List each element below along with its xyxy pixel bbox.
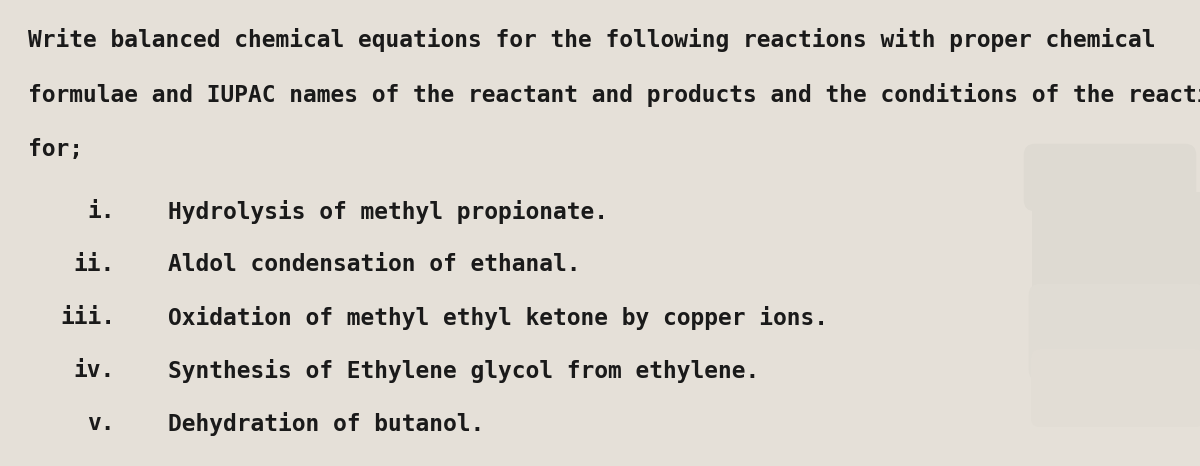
Text: Dehydration of butanol.: Dehydration of butanol. (168, 412, 485, 436)
Text: Aldol condensation of ethanal.: Aldol condensation of ethanal. (168, 253, 581, 276)
Text: Oxidation of methyl ethyl ketone by copper ions.: Oxidation of methyl ethyl ketone by copp… (168, 306, 828, 330)
FancyBboxPatch shape (1028, 284, 1200, 381)
Text: v.: v. (88, 412, 115, 435)
FancyBboxPatch shape (1032, 192, 1200, 348)
Text: i.: i. (88, 200, 115, 223)
Text: Synthesis of Ethylene glycol from ethylene.: Synthesis of Ethylene glycol from ethyle… (168, 359, 760, 383)
Text: for;: for; (28, 138, 83, 161)
Text: Hydrolysis of methyl propionate.: Hydrolysis of methyl propionate. (168, 200, 608, 224)
FancyBboxPatch shape (1024, 144, 1196, 211)
Text: iii.: iii. (60, 306, 115, 329)
FancyBboxPatch shape (1031, 349, 1200, 427)
Text: ii.: ii. (73, 253, 115, 276)
Text: iv.: iv. (73, 359, 115, 382)
Text: Write balanced chemical equations for the following reactions with proper chemic: Write balanced chemical equations for th… (28, 28, 1156, 52)
Text: formulae and IUPAC names of the reactant and products and the conditions of the : formulae and IUPAC names of the reactant… (28, 83, 1200, 107)
